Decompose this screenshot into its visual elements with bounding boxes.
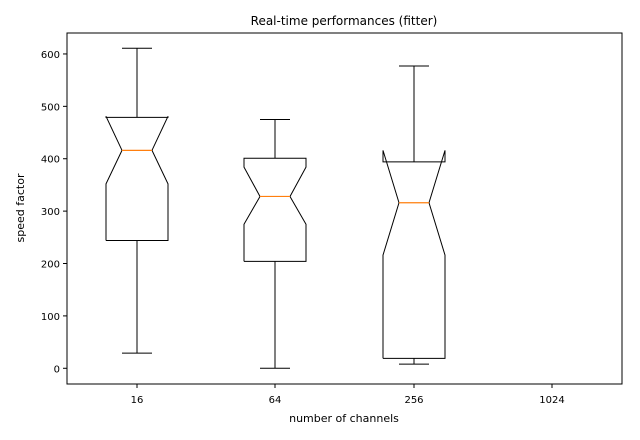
box-16 — [105, 47, 169, 354]
y-tick-label: 300 — [41, 207, 60, 218]
y-axis-label: speed factor — [14, 173, 27, 242]
x-tick-label: 16 — [131, 395, 144, 406]
x-tick-label: 1024 — [539, 395, 564, 406]
chart-title: Real-time performances (fitter) — [251, 14, 438, 28]
y-tick-label: 500 — [41, 102, 60, 113]
x-tick-label: 256 — [404, 395, 423, 406]
x-tick-label: 64 — [269, 395, 282, 406]
y-tick-label: 400 — [41, 155, 60, 166]
x-axis-label: number of channels — [289, 412, 399, 425]
box-256 — [382, 65, 446, 365]
box-64 — [243, 118, 307, 369]
x-axis: 16 64 256 1024 — [131, 384, 565, 406]
y-tick-label: 200 — [41, 260, 60, 271]
box-body — [382, 150, 446, 359]
y-tick-label: 100 — [41, 312, 60, 323]
box-body — [243, 157, 307, 262]
y-tick-label: 0 — [54, 364, 60, 375]
axes-frame — [66, 32, 623, 385]
plot-area — [105, 47, 446, 369]
y-tick-label: 600 — [41, 50, 60, 61]
box-body — [105, 116, 169, 241]
y-axis: 0 100 200 300 400 500 600 — [41, 50, 67, 375]
